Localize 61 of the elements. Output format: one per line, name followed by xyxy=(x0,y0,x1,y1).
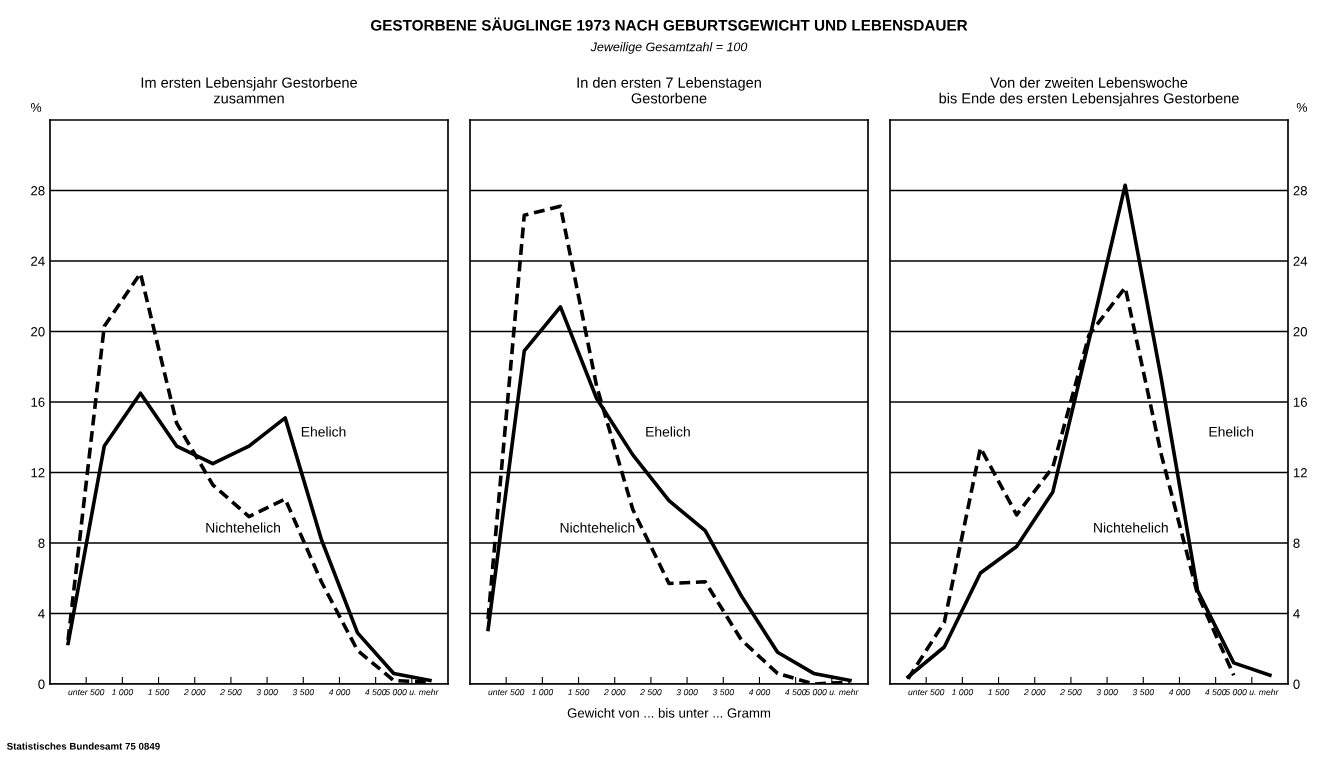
series-label: Nichtehelich xyxy=(206,522,280,533)
y-tick-label: 4 xyxy=(1293,609,1300,619)
y-tick-label: 16 xyxy=(31,397,45,407)
x-tick-label: 4 000 xyxy=(748,689,771,696)
y-tick-label: 4 xyxy=(38,609,45,619)
x-tick-label: 3 000 xyxy=(256,689,278,696)
x-tick-label: 1 000 xyxy=(111,689,134,696)
x-tick-label: 1 500 xyxy=(988,689,1010,696)
x-tick-label: 4 500 xyxy=(784,689,807,696)
y-tick-label: 12 xyxy=(1293,468,1307,478)
x-tick-label: 5 000 u. mehr xyxy=(805,688,859,696)
x-tick-label: 3 000 xyxy=(676,689,698,696)
x-tick-label: 1 500 xyxy=(148,689,170,696)
x-tick-label: 1 500 xyxy=(568,689,590,696)
y-tick-label: 12 xyxy=(31,468,45,478)
x-tick-label: 2 500 xyxy=(1060,689,1082,696)
x-tick-label: 3 500 xyxy=(1132,689,1154,696)
x-tick-label: 1 000 xyxy=(951,689,974,696)
x-tick-label: 4 000 xyxy=(328,689,351,696)
x-tick-label: 2 500 xyxy=(220,689,242,696)
series-label: Nichtehelich xyxy=(1094,522,1168,533)
text: Statistisches Bundesamt 75 0849 xyxy=(6,742,160,750)
x-axis-title: Gewicht von ... bis unter ... Gramm xyxy=(567,708,771,718)
text: Ehelich xyxy=(1209,426,1254,437)
y-tick-label: 0 xyxy=(38,679,45,689)
x-tick-label: 5 000 u. mehr xyxy=(1225,688,1279,696)
x-tick-label: 3 500 xyxy=(292,689,314,696)
x-tick-label: 3 500 xyxy=(712,689,734,696)
y-tick-label: 8 xyxy=(38,538,45,548)
x-tick-label: 5 000 u. mehr xyxy=(385,688,439,696)
series-label: Nichtehelich xyxy=(560,522,635,533)
x-tick-label: 2 000 xyxy=(603,689,626,696)
y-tick-label: 20 xyxy=(1293,327,1308,337)
y-tick-label: 0 xyxy=(1293,679,1300,689)
x-tick-label: 2 000 xyxy=(183,689,206,696)
x-tick-label: 1 000 xyxy=(531,689,554,696)
y-tick-label: 20 xyxy=(31,327,45,337)
chart-title: Von der zweiten Lebenswoche bis Ende des ersten Lebensjahres Gestorbene xyxy=(939,77,1239,107)
y-tick-label: 24 xyxy=(31,256,45,266)
x-tick-label: unter 500 xyxy=(488,689,525,696)
y-axis-title: % xyxy=(30,103,42,112)
x-tick-label: 4 500 xyxy=(364,689,387,696)
x-tick-label: 4 000 xyxy=(1168,689,1191,696)
chart-title: Im ersten Lebensjahr Gestorbene zusammen xyxy=(141,77,357,104)
text: Jeweilige Gesamtzahl = 100 xyxy=(590,42,748,54)
y-tick-label: 28 xyxy=(31,186,45,196)
x-tick-label: 2 000 xyxy=(1023,689,1046,696)
y-tick-label: 24 xyxy=(1293,256,1308,266)
x-tick-label: 2 500 xyxy=(640,689,662,696)
series-label: Ehelich xyxy=(646,426,690,437)
x-tick-label: 4 500 xyxy=(1204,689,1227,696)
y-tick-label: 8 xyxy=(1293,538,1300,548)
y-tick-label: 28 xyxy=(1293,186,1307,196)
x-tick-label: unter 500 xyxy=(908,689,945,696)
y-axis-title: % xyxy=(1296,103,1308,112)
chart-title: In den ersten 7 Lebenstagen Gestorbene xyxy=(577,77,761,104)
text: GESTORBENE SÄUGLINGE 1973 NACH GEBURTSGEWICHT UND LEBENSDAUER xyxy=(370,17,968,31)
series-label: Ehelich xyxy=(301,426,346,437)
x-tick-label: unter 500 xyxy=(68,689,105,696)
x-tick-label: 3 000 xyxy=(1096,689,1118,696)
y-tick-label: 16 xyxy=(1293,397,1307,407)
